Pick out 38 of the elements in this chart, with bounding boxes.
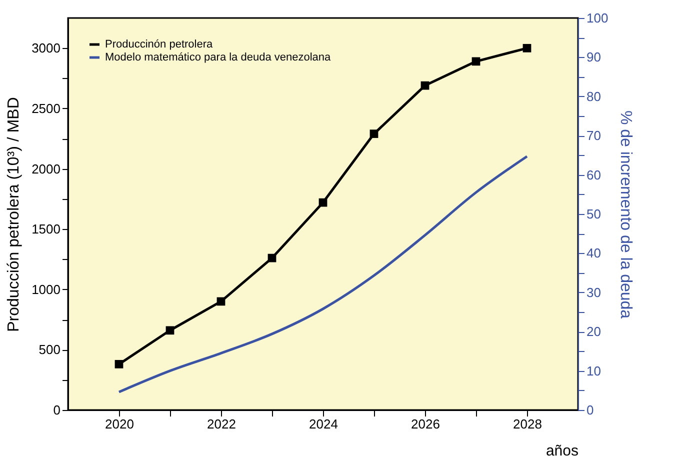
point — [268, 254, 276, 262]
y-tick-label: 2500 — [32, 100, 60, 116]
point — [114, 360, 124, 368]
point — [472, 57, 480, 66]
x-tick-label: 2020 — [105, 416, 134, 432]
y2-tick-label: 70 — [586, 128, 601, 144]
y2-tick-label: 30 — [586, 284, 601, 300]
y-axis-title: Producción petrolera (10³) / MBD — [6, 97, 23, 332]
point — [216, 297, 226, 306]
legend-label: Modelo matemático para la deuda venezolana — [105, 52, 332, 64]
y-tick-label: 1500 — [32, 222, 60, 237]
y-tick-label: 3000 — [32, 40, 60, 56]
point — [522, 44, 532, 52]
y-tick-label: 1000 — [32, 282, 60, 297]
x-tick-label: 2026 — [411, 416, 440, 432]
x-tick-label: 2022 — [207, 416, 236, 432]
point — [166, 326, 174, 335]
y2-axis-title: % de incremento de la deuda — [617, 110, 634, 319]
y-tick-label: 2000 — [32, 161, 60, 176]
y2-tick-label: 20 — [586, 324, 601, 340]
point — [420, 81, 430, 90]
y2-tick-label: 40 — [586, 246, 601, 261]
y2-tick-label: 80 — [586, 88, 601, 104]
y2-tick-label: 60 — [586, 167, 601, 182]
x-tick-label: 2028 — [513, 416, 542, 432]
legend-label: Produccinón petrolera — [105, 38, 214, 50]
point — [318, 198, 328, 207]
y2-tick-label: 90 — [586, 50, 601, 65]
y-tick-label: 500 — [38, 342, 60, 358]
y2-tick-label: 0 — [586, 402, 594, 418]
y2-tick-label: 50 — [586, 206, 601, 222]
x-axis-title: años — [546, 442, 578, 460]
y2-tick-label: 10 — [586, 363, 601, 378]
point — [370, 130, 378, 138]
x-tick-label: 2024 — [309, 416, 338, 432]
y-tick-label: 0 — [53, 402, 60, 418]
line-series — [118, 155, 528, 394]
y2-tick-label: 100 — [586, 10, 608, 26]
